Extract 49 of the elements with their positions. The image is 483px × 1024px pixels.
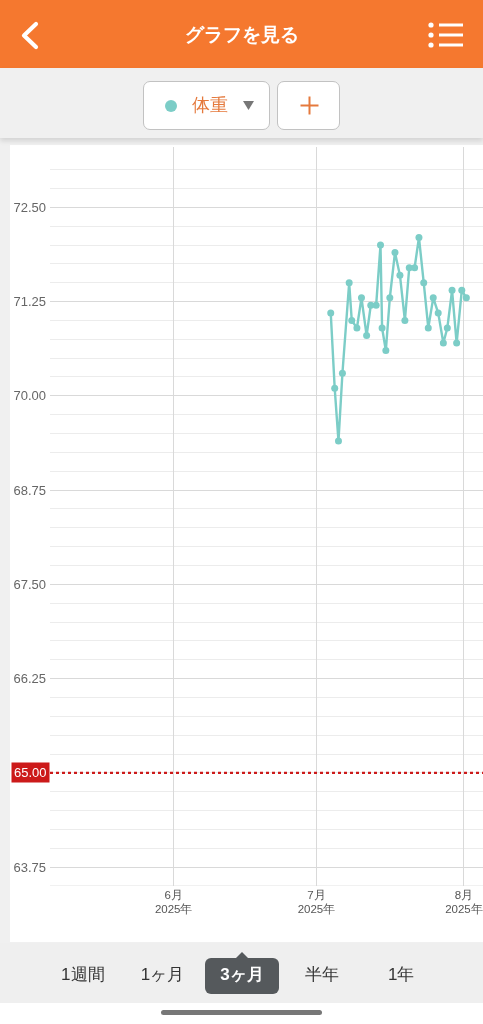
point — [443, 324, 451, 332]
point — [377, 241, 384, 249]
point — [338, 369, 346, 377]
point — [448, 286, 456, 294]
text: 3ヶ月 — [220, 965, 264, 984]
x-tick-label: 8月 2025年 — [445, 888, 483, 916]
text: 1週間 — [61, 965, 105, 984]
point — [458, 286, 466, 294]
y-tick-label: 63.75 — [13, 859, 46, 875]
y-tick-label: 72.50 — [13, 199, 46, 215]
point — [453, 339, 461, 347]
point — [327, 309, 335, 317]
point — [424, 324, 432, 332]
point — [372, 301, 380, 309]
point — [378, 324, 386, 332]
point — [363, 332, 371, 340]
text: 1ヶ月 — [140, 965, 185, 984]
point — [462, 294, 470, 302]
series-dropdown: 体重 — [143, 81, 270, 130]
y-tick-label: 68.75 — [13, 482, 46, 498]
point — [345, 279, 353, 287]
point — [415, 233, 423, 241]
y-tick-label: 71.25 — [13, 294, 46, 310]
ref-line-label: 65.00 — [14, 765, 47, 780]
point — [353, 324, 361, 332]
point — [411, 264, 419, 272]
y-tick-label: 66.25 — [13, 671, 46, 687]
point — [357, 294, 365, 302]
point — [396, 271, 404, 279]
text: 1年 — [387, 965, 415, 984]
y-tick-label: 67.50 — [13, 576, 46, 592]
point — [391, 249, 399, 257]
point — [331, 384, 339, 392]
point — [420, 279, 428, 287]
point — [386, 294, 394, 302]
text: 半年 — [304, 965, 339, 984]
point — [367, 301, 375, 309]
point — [401, 316, 409, 324]
point — [429, 294, 437, 302]
point — [334, 437, 342, 445]
x-tick-label: 7月 2025年 — [297, 888, 336, 916]
legend-label: 体重 — [192, 94, 228, 116]
chart-title: グラフを見る — [184, 24, 299, 45]
point — [439, 339, 447, 347]
point — [434, 309, 442, 317]
y-tick-label: 70.00 — [13, 388, 46, 404]
x-tick-label: 6月 2025年 — [154, 888, 193, 916]
point — [348, 316, 356, 324]
point — [382, 347, 390, 355]
